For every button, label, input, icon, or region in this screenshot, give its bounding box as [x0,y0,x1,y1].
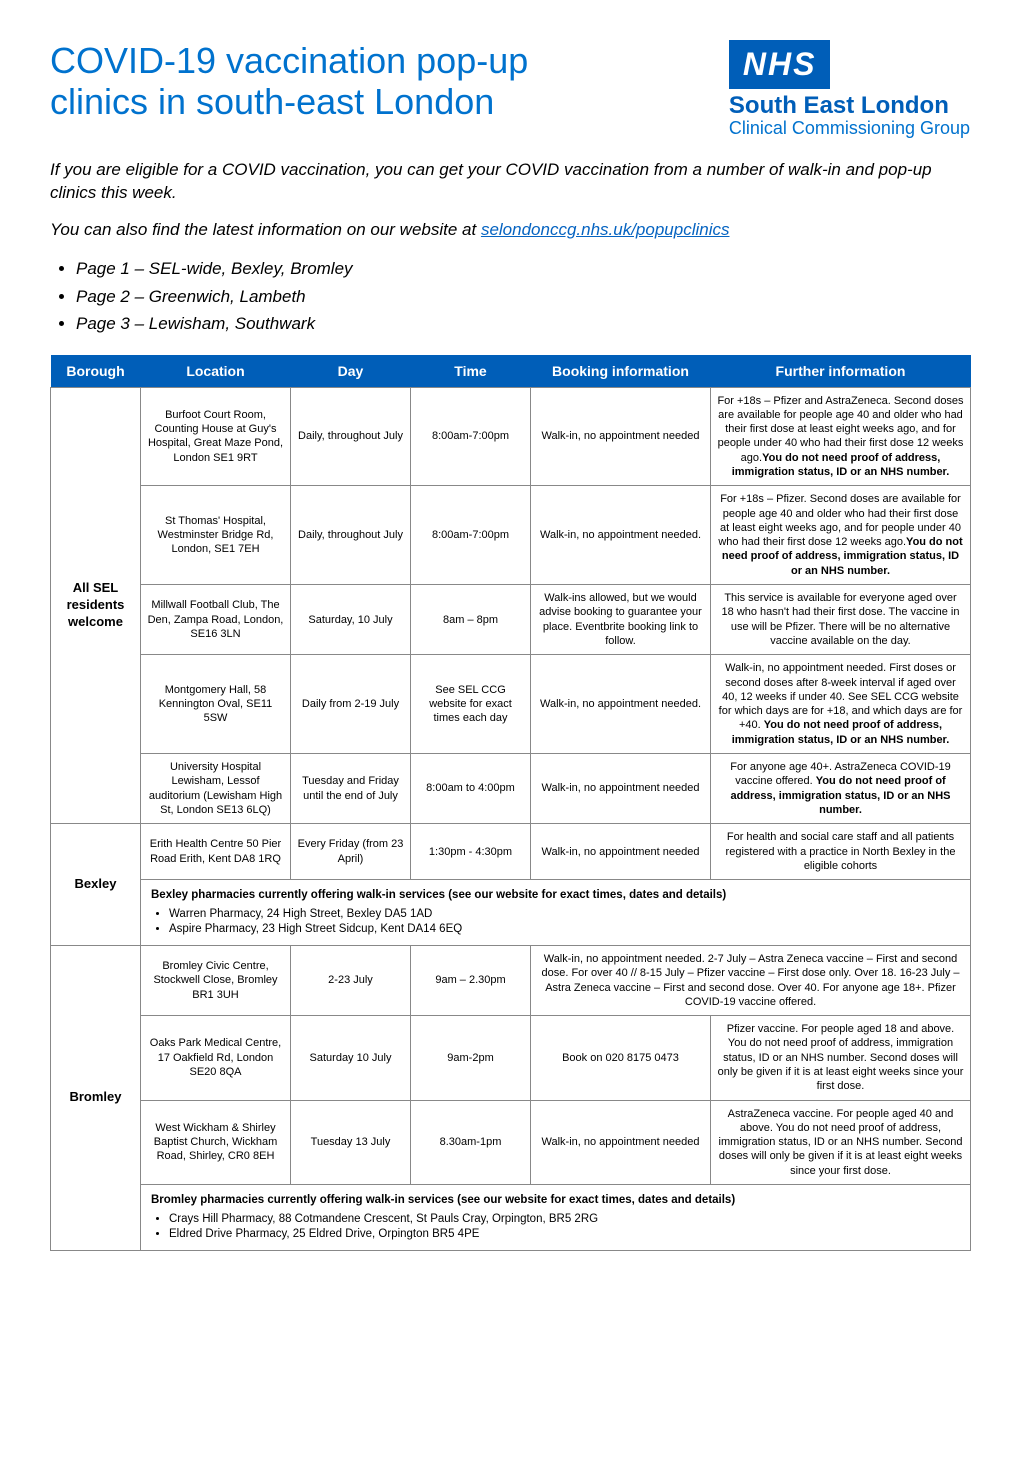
time-cell: 1:30pm - 4:30pm [411,824,531,880]
nhs-logo: NHS South East London Clinical Commissio… [729,40,970,139]
day-cell: Daily, throughout July [291,486,411,585]
day-cell: Tuesday 13 July [291,1100,411,1184]
logo-line-2: Clinical Commissioning Group [729,119,970,139]
header: COVID-19 vaccination pop-up clinics in s… [50,40,970,139]
location-cell: West Wickham & Shirley Baptist Church, W… [141,1100,291,1184]
booking-cell: Walk-in, no appointment needed [531,824,711,880]
table-row: BexleyErith Health Centre 50 Pier Road E… [51,824,971,880]
borough-cell: Bromley [51,945,141,1250]
pharmacy-sub-cell: Bexley pharmacies currently offering wal… [141,880,971,946]
pharmacy-item: Warren Pharmacy, 24 High Street, Bexley … [169,907,960,922]
time-cell: 9am-2pm [411,1016,531,1100]
location-cell: University Hospital Lewisham, Lessof aud… [141,754,291,824]
col-further: Further information [711,355,971,388]
info-cell: AstraZeneca vaccine. For people aged 40 … [711,1100,971,1184]
title-line-2: clinics in south-east London [50,81,494,122]
table-row: Montgomery Hall, 58 Kennington Oval, SE1… [51,655,971,754]
pharmacy-sub-row: Bexley pharmacies currently offering wal… [51,880,971,946]
location-cell: Millwall Football Club, The Den, Zampa R… [141,585,291,655]
location-cell: Oaks Park Medical Centre, 17 Oakfield Rd… [141,1016,291,1100]
intro-2-text: You can also find the latest information… [50,220,481,239]
booking-cell: Walk-in, no appointment needed [531,387,711,486]
title-line-1: COVID-19 vaccination pop-up [50,40,528,81]
day-cell: Saturday, 10 July [291,585,411,655]
table-header-row: Borough Location Day Time Booking inform… [51,355,971,388]
borough-cell: All SEL residents welcome [51,387,141,824]
day-cell: Tuesday and Friday until the end of July [291,754,411,824]
pharmacy-sub-row: Bromley pharmacies currently offering wa… [51,1185,971,1251]
nhs-lozenge: NHS [729,40,831,89]
time-cell: 8.30am-1pm [411,1100,531,1184]
time-cell: 8:00am to 4:00pm [411,754,531,824]
pharmacy-sub-cell: Bromley pharmacies currently offering wa… [141,1185,971,1251]
pharmacy-item: Aspire Pharmacy, 23 High Street Sidcup, … [169,922,960,937]
day-cell: Saturday 10 July [291,1016,411,1100]
table-row: All SEL residents welcomeBurfoot Court R… [51,387,971,486]
page-index-list: Page 1 – SEL-wide, Bexley, Bromley Page … [50,256,970,337]
booking-cell: Walk-ins allowed, but we would advise bo… [531,585,711,655]
page-index-item: Page 3 – Lewisham, Southwark [76,311,970,337]
location-cell: St Thomas' Hospital, Westminster Bridge … [141,486,291,585]
time-cell: 8:00am-7:00pm [411,387,531,486]
page-index-item: Page 1 – SEL-wide, Bexley, Bromley [76,256,970,282]
pharmacy-item: Eldred Drive Pharmacy, 25 Eldred Drive, … [169,1227,960,1242]
location-cell: Montgomery Hall, 58 Kennington Oval, SE1… [141,655,291,754]
logo-line-1: South East London [729,93,970,119]
time-cell: 9am – 2.30pm [411,945,531,1015]
day-cell: 2-23 July [291,945,411,1015]
day-cell: Daily from 2-19 July [291,655,411,754]
info-cell: For anyone age 40+. AstraZeneca COVID-19… [711,754,971,824]
page-title: COVID-19 vaccination pop-up clinics in s… [50,40,528,123]
booking-cell: Walk-in, no appointment needed [531,1100,711,1184]
col-borough: Borough [51,355,141,388]
booking-cell: Walk-in, no appointment needed. [531,486,711,585]
day-cell: Every Friday (from 23 April) [291,824,411,880]
col-location: Location [141,355,291,388]
table-row: West Wickham & Shirley Baptist Church, W… [51,1100,971,1184]
table-row: Oaks Park Medical Centre, 17 Oakfield Rd… [51,1016,971,1100]
info-cell: Walk-in, no appointment needed. First do… [711,655,971,754]
location-cell: Erith Health Centre 50 Pier Road Erith, … [141,824,291,880]
pharmacy-item: Crays Hill Pharmacy, 88 Cotmandene Cresc… [169,1212,960,1227]
info-cell: For +18s – Pfizer. Second doses are avai… [711,486,971,585]
clinics-table: Borough Location Day Time Booking inform… [50,355,971,1251]
page-index-item: Page 2 – Greenwich, Lambeth [76,284,970,310]
intro-para-2: You can also find the latest information… [50,219,970,242]
booking-cell: Book on 020 8175 0473 [531,1016,711,1100]
table-row: St Thomas' Hospital, Westminster Bridge … [51,486,971,585]
booking-cell: Walk-in, no appointment needed [531,754,711,824]
table-row: BromleyBromley Civic Centre, Stockwell C… [51,945,971,1015]
time-cell: See SEL CCG website for exact times each… [411,655,531,754]
booking-cell: Walk-in, no appointment needed. [531,655,711,754]
location-cell: Burfoot Court Room, Counting House at Gu… [141,387,291,486]
table-row: University Hospital Lewisham, Lessof aud… [51,754,971,824]
time-cell: 8:00am-7:00pm [411,486,531,585]
merged-booking-info-cell: Walk-in, no appointment needed. 2-7 July… [531,945,971,1015]
location-cell: Bromley Civic Centre, Stockwell Close, B… [141,945,291,1015]
info-cell: Pfizer vaccine. For people aged 18 and a… [711,1016,971,1100]
col-day: Day [291,355,411,388]
info-cell: This service is available for everyone a… [711,585,971,655]
col-booking: Booking information [531,355,711,388]
intro-para-1: If you are eligible for a COVID vaccinat… [50,159,970,205]
day-cell: Daily, throughout July [291,387,411,486]
borough-cell: Bexley [51,824,141,946]
info-cell: For health and social care staff and all… [711,824,971,880]
info-cell: For +18s – Pfizer and AstraZeneca. Secon… [711,387,971,486]
popup-clinics-link[interactable]: selondonccg.nhs.uk/popupclinics [481,220,730,239]
table-row: Millwall Football Club, The Den, Zampa R… [51,585,971,655]
col-time: Time [411,355,531,388]
time-cell: 8am – 8pm [411,585,531,655]
